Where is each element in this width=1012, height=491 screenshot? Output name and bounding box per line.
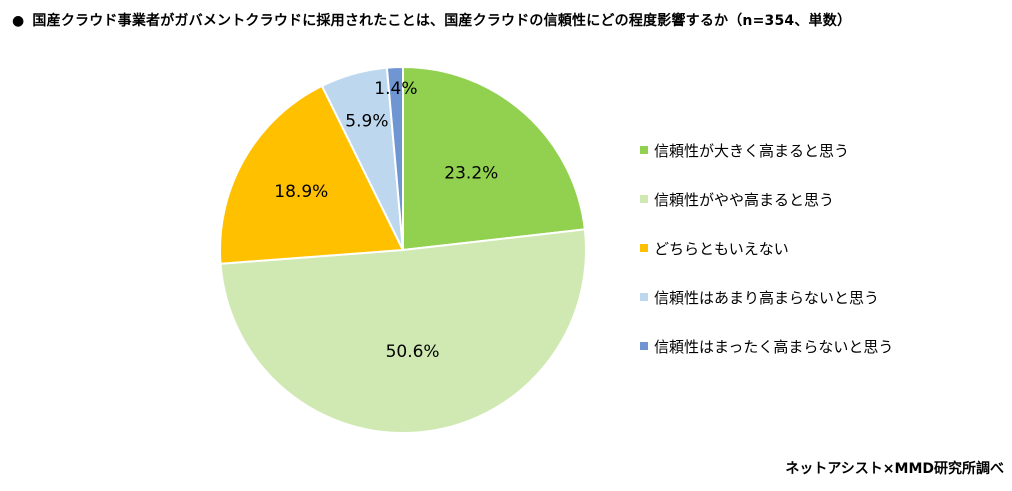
source-note: ネットアシスト×MMD研究所調べ [785, 461, 1004, 477]
pie-slice [219, 228, 587, 434]
legend-label: 信頼性はまったく高まらないと思う [654, 338, 894, 356]
legend-label: 信頼性が大きく高まると思う [654, 142, 850, 160]
legend-swatch [640, 244, 648, 252]
legend-label: どちらともいえない [654, 240, 789, 258]
slice-value-label: 50.6% [386, 342, 440, 362]
pie-slice [402, 66, 586, 251]
slice-value-label: 18.9% [274, 182, 328, 202]
pie-slice [219, 84, 404, 265]
legend-item: 信頼性がやや高まると思う [640, 189, 893, 238]
legend-label: 信頼性はあまり高まらないと思う [654, 289, 880, 307]
slice-value-label: 1.4% [374, 79, 417, 99]
legend-item: 信頼性が大きく高まると思う [640, 140, 893, 189]
legend-label: 信頼性がやや高まると思う [654, 191, 835, 209]
legend-item: 信頼性はあまり高まらないと思う [640, 287, 893, 336]
legend-swatch [640, 146, 648, 154]
legend-swatch [640, 293, 648, 301]
legend-item: どちらともいえない [640, 238, 893, 287]
legend-item: 信頼性はまったく高まらないと思う [640, 336, 893, 385]
legend-swatch [640, 195, 648, 203]
pie-slice [385, 66, 404, 251]
title-text: 国産クラウド事業者がガバメントクラウドに採用されたことは、国産クラウドの信頼性に… [32, 13, 852, 29]
legend-swatch [640, 342, 648, 350]
chart-title: ● 国産クラウド事業者がガバメントクラウドに採用されたことは、国産クラウドの信頼性… [12, 10, 851, 30]
slice-value-label: 5.9% [345, 111, 388, 131]
title-bullet: ● [12, 13, 25, 29]
slice-value-label: 23.2% [444, 164, 498, 184]
legend: 信頼性が大きく高まると思う 信頼性がやや高まると思う どちらともいえない 信頼性… [640, 140, 893, 385]
